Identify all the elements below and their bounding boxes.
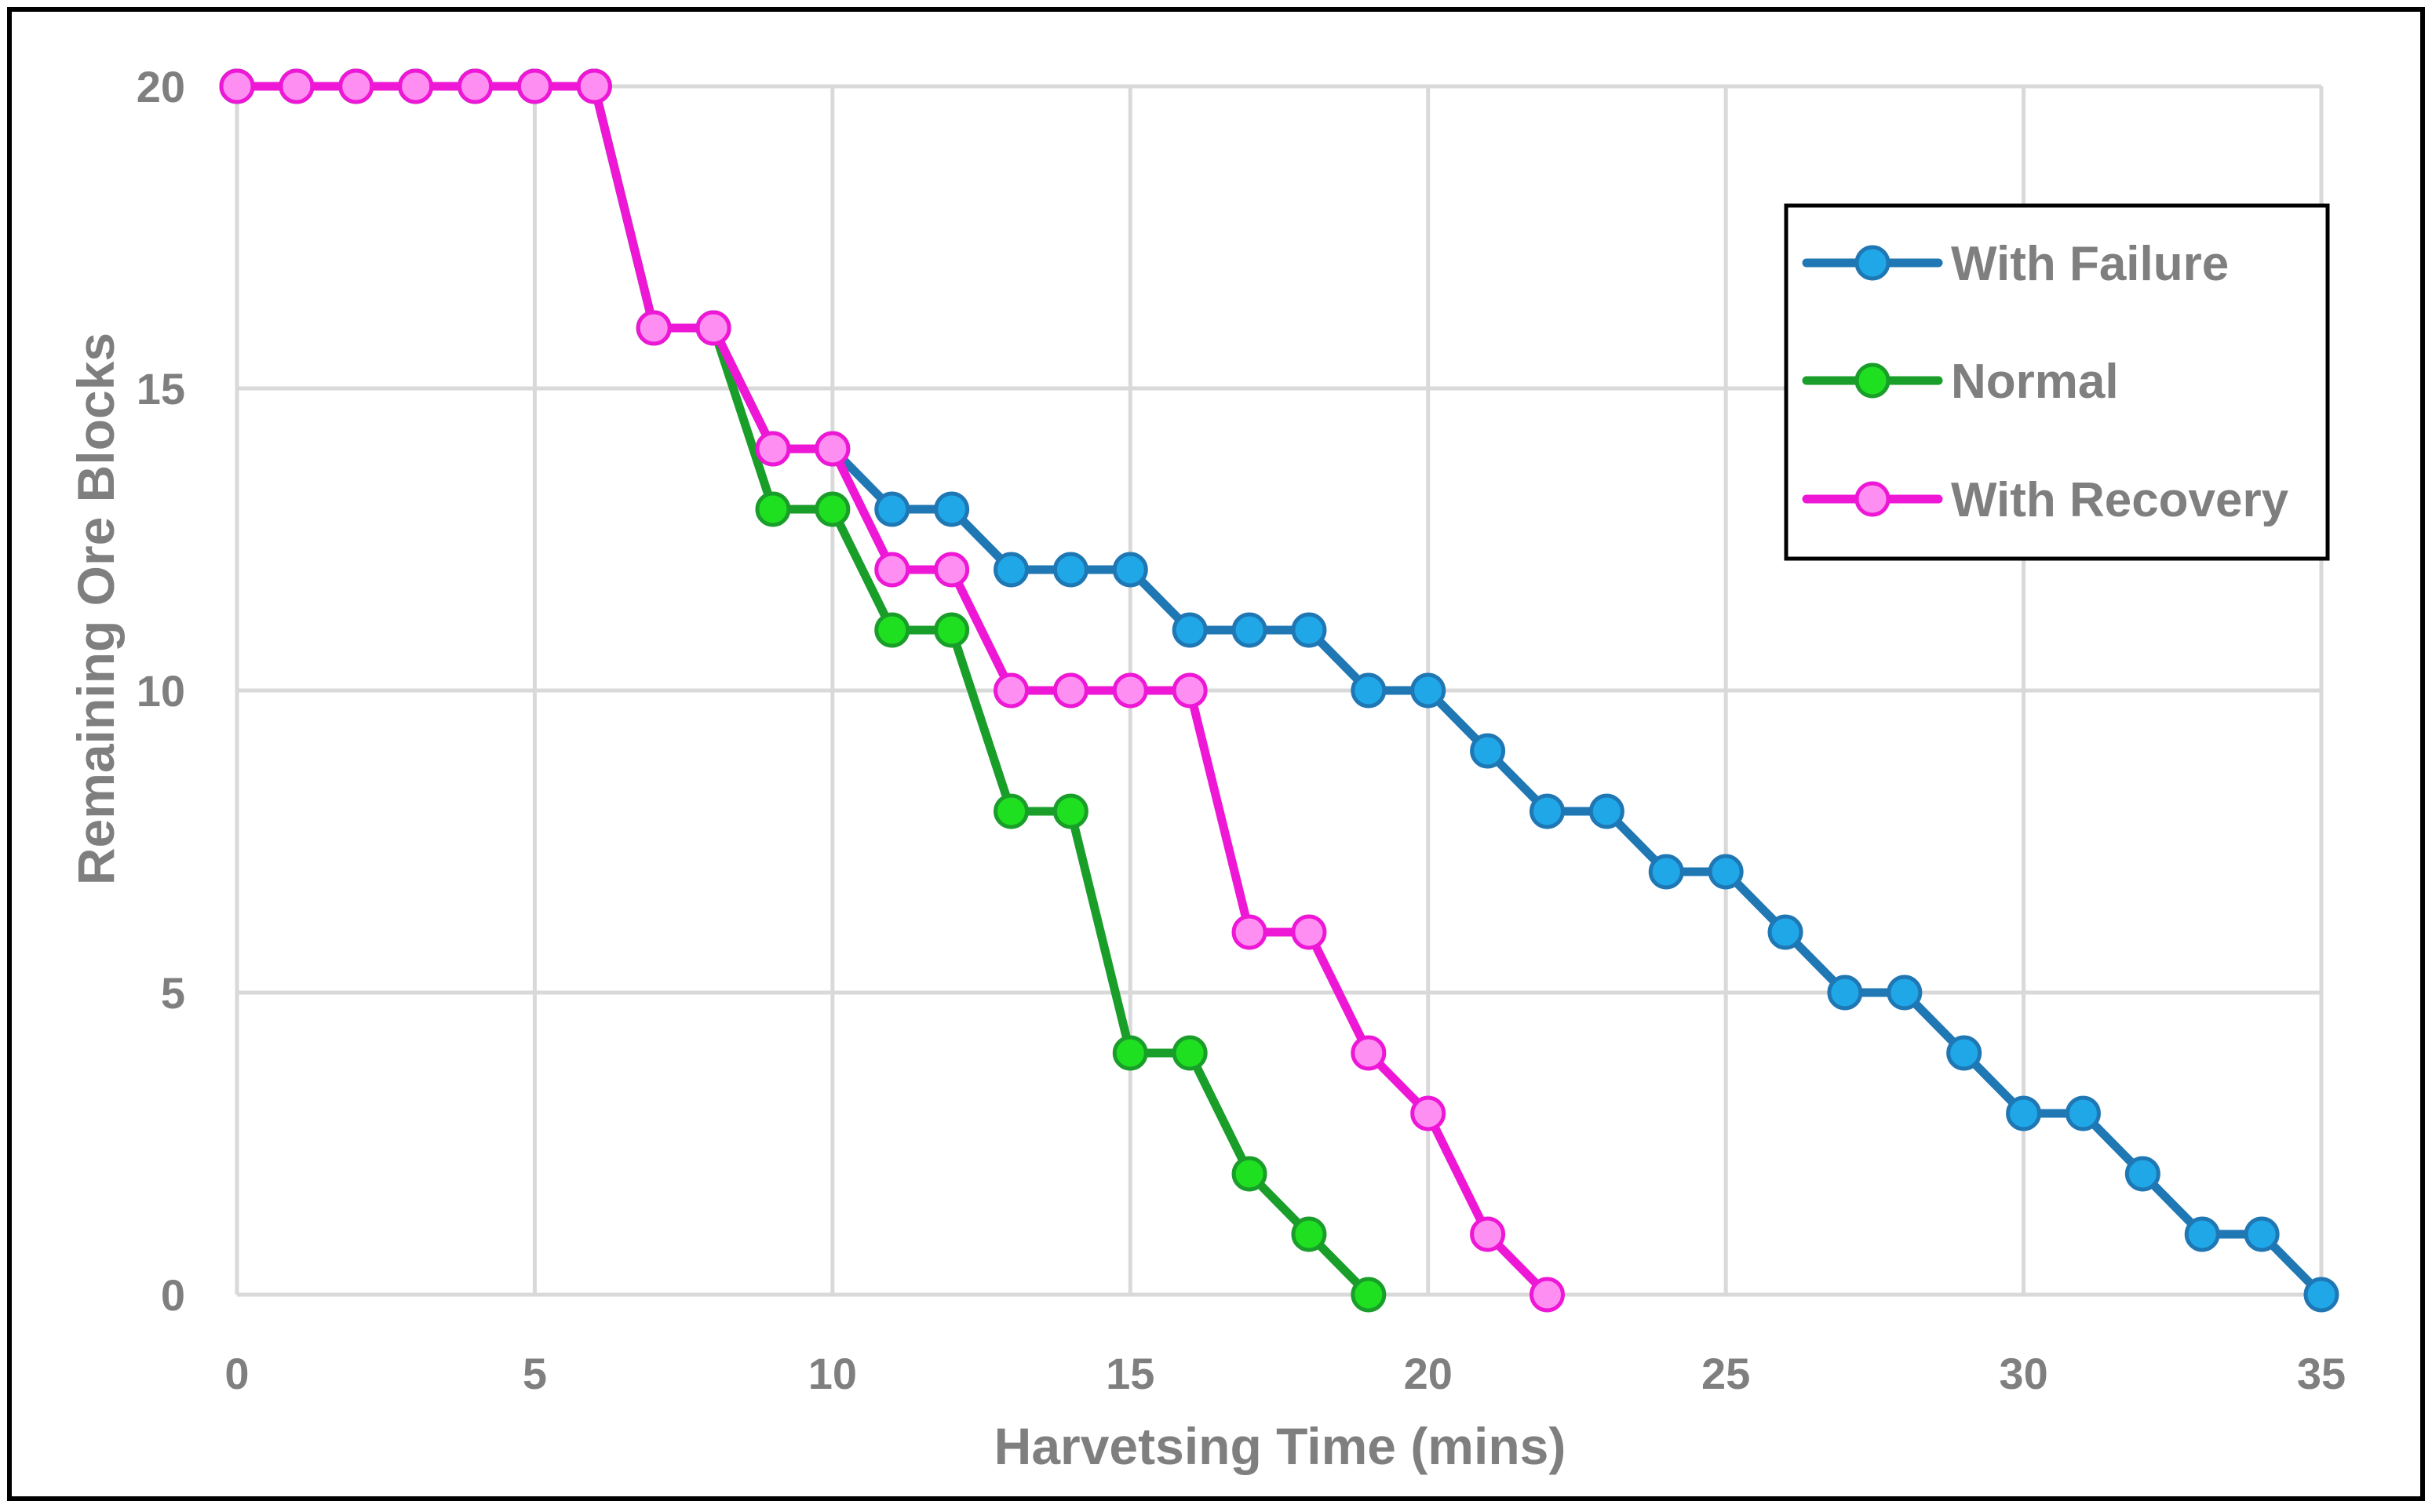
data-point-with-failure-33 bbox=[2184, 1216, 2220, 1252]
data-point-with-recovery-15 bbox=[1112, 672, 1148, 709]
data-point-with-recovery-11 bbox=[874, 552, 910, 588]
data-point-with-failure-32 bbox=[2124, 1156, 2160, 1192]
data-point-normal-14 bbox=[1052, 793, 1088, 829]
legend-marker-normal bbox=[1854, 363, 1891, 399]
data-point-with-recovery-5 bbox=[516, 68, 552, 104]
legend-item-with-failure: With Failure bbox=[1802, 237, 2229, 291]
data-point-with-failure-34 bbox=[2244, 1216, 2280, 1252]
data-point-with-failure-26 bbox=[1767, 914, 1803, 950]
y-tick-label-20: 20 bbox=[137, 62, 185, 111]
x-axis-title: Harvetsing Time (mins) bbox=[994, 1417, 1566, 1475]
x-tick-label-25: 25 bbox=[1701, 1349, 1750, 1398]
data-point-with-recovery-21 bbox=[1470, 1216, 1506, 1252]
y-tick-label-5: 5 bbox=[161, 968, 185, 1018]
data-point-with-failure-28 bbox=[1887, 975, 1923, 1011]
data-point-with-failure-21 bbox=[1470, 733, 1506, 769]
data-point-with-recovery-0 bbox=[219, 68, 255, 104]
data-point-with-failure-14 bbox=[1052, 552, 1088, 588]
data-point-with-failure-11 bbox=[874, 491, 910, 527]
x-tick-label-35: 35 bbox=[2297, 1349, 2346, 1398]
data-point-normal-19 bbox=[1351, 1277, 1387, 1313]
data-point-with-recovery-16 bbox=[1172, 672, 1208, 709]
legend-label-normal: Normal bbox=[1951, 355, 2119, 409]
legend-marker-with-recovery bbox=[1854, 481, 1891, 517]
legend-label-with-recovery: With Recovery bbox=[1951, 473, 2289, 527]
data-point-with-recovery-19 bbox=[1351, 1035, 1387, 1071]
series-lines bbox=[219, 68, 2339, 1313]
data-point-with-failure-24 bbox=[1648, 854, 1684, 890]
series-with-recovery bbox=[219, 68, 1565, 1313]
data-point-with-failure-27 bbox=[1827, 975, 1863, 1011]
tick-labels: 0 5 10 15 20 0 5 10 15 20 25 30 35 bbox=[137, 62, 2346, 1398]
data-point-with-failure-22 bbox=[1529, 793, 1565, 829]
data-point-with-failure-30 bbox=[2006, 1095, 2042, 1131]
data-point-with-failure-35 bbox=[2303, 1277, 2339, 1313]
data-point-with-recovery-10 bbox=[815, 431, 851, 467]
data-point-with-recovery-9 bbox=[755, 431, 791, 467]
data-point-with-failure-15 bbox=[1112, 552, 1148, 588]
data-point-normal-17 bbox=[1231, 1156, 1267, 1192]
data-point-with-recovery-20 bbox=[1410, 1095, 1446, 1131]
data-point-with-failure-12 bbox=[934, 491, 970, 527]
data-point-with-recovery-4 bbox=[458, 68, 494, 104]
data-point-normal-10 bbox=[815, 491, 851, 527]
data-point-with-recovery-13 bbox=[994, 672, 1030, 709]
y-tick-label-0: 0 bbox=[161, 1270, 185, 1320]
data-point-normal-15 bbox=[1112, 1035, 1148, 1071]
data-point-with-failure-23 bbox=[1588, 793, 1624, 829]
data-point-with-recovery-7 bbox=[636, 310, 672, 346]
data-point-with-failure-17 bbox=[1231, 612, 1267, 648]
data-point-with-failure-25 bbox=[1708, 854, 1744, 890]
legend-item-normal: Normal bbox=[1802, 355, 2119, 409]
data-point-normal-18 bbox=[1291, 1216, 1327, 1252]
data-point-with-recovery-17 bbox=[1231, 914, 1267, 950]
x-tick-label-0: 0 bbox=[224, 1349, 249, 1398]
data-point-normal-9 bbox=[755, 491, 791, 527]
data-point-normal-12 bbox=[934, 612, 970, 648]
data-point-with-failure-20 bbox=[1410, 672, 1446, 709]
data-point-with-failure-13 bbox=[994, 552, 1030, 588]
legend-item-with-recovery: With Recovery bbox=[1802, 473, 2289, 527]
data-point-with-recovery-1 bbox=[279, 68, 315, 104]
data-point-normal-13 bbox=[994, 793, 1030, 829]
data-point-normal-11 bbox=[874, 612, 910, 648]
data-point-with-recovery-2 bbox=[338, 68, 374, 104]
x-tick-label-15: 15 bbox=[1106, 1349, 1154, 1398]
y-axis-title: Remaining Ore Blocks bbox=[67, 333, 125, 885]
legend: With Failure Normal With Recovery bbox=[1784, 203, 2330, 561]
data-point-with-recovery-12 bbox=[934, 552, 970, 588]
data-point-with-failure-19 bbox=[1351, 672, 1387, 709]
data-point-with-recovery-6 bbox=[576, 68, 612, 104]
data-point-with-recovery-14 bbox=[1052, 672, 1088, 709]
x-tick-label-30: 30 bbox=[1999, 1349, 2047, 1398]
data-point-with-recovery-18 bbox=[1291, 914, 1327, 950]
data-point-with-failure-31 bbox=[2065, 1095, 2101, 1131]
data-point-with-recovery-3 bbox=[398, 68, 434, 104]
data-point-with-recovery-22 bbox=[1529, 1277, 1565, 1313]
data-point-with-failure-29 bbox=[1946, 1035, 1982, 1071]
y-tick-label-10: 10 bbox=[137, 666, 185, 716]
x-tick-label-10: 10 bbox=[808, 1349, 857, 1398]
data-point-with-failure-16 bbox=[1172, 612, 1208, 648]
x-tick-label-5: 5 bbox=[523, 1349, 547, 1398]
legend-label-with-failure: With Failure bbox=[1951, 237, 2229, 291]
data-point-normal-16 bbox=[1172, 1035, 1208, 1071]
data-point-with-recovery-8 bbox=[695, 310, 731, 346]
data-point-with-failure-18 bbox=[1291, 612, 1327, 648]
y-tick-label-15: 15 bbox=[137, 364, 185, 414]
x-tick-label-20: 20 bbox=[1404, 1349, 1453, 1398]
legend-marker-with-failure bbox=[1854, 245, 1891, 281]
